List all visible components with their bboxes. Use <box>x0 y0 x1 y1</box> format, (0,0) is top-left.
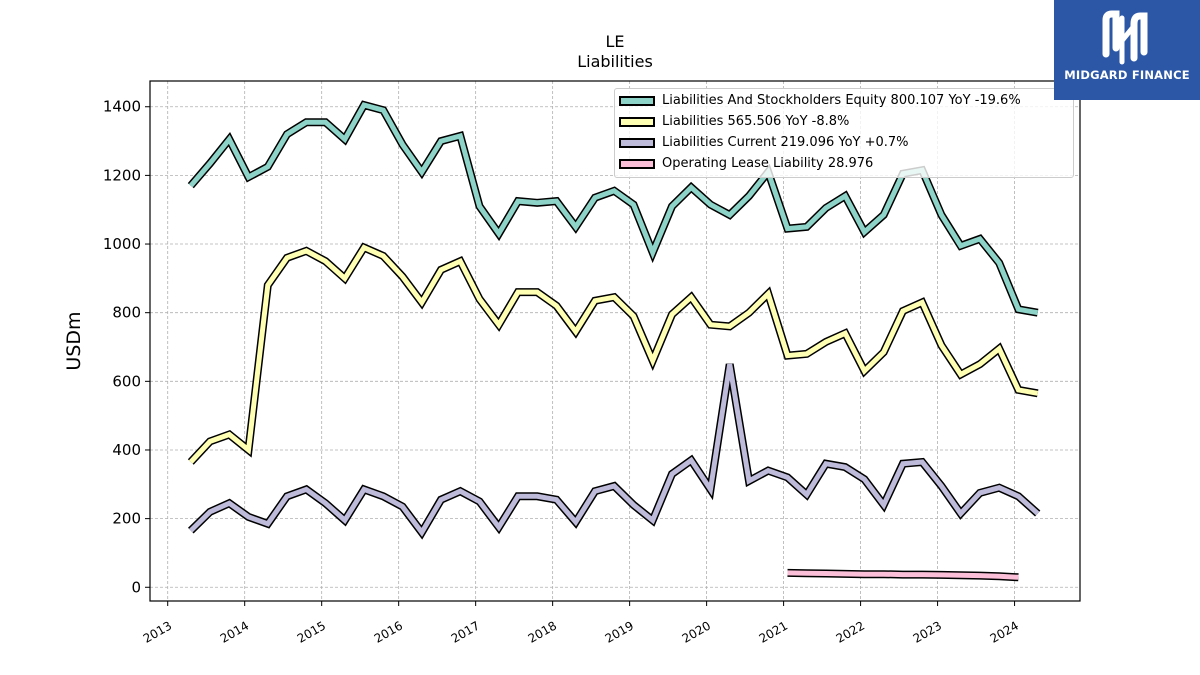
x-tick-label: 2017 <box>449 618 482 645</box>
legend-swatch <box>619 117 655 127</box>
x-tick-label: 2013 <box>141 618 174 645</box>
series-line <box>787 570 1019 580</box>
y-axis-ticks: 0 200 400 600 800 1000 1200 1400 <box>103 98 150 596</box>
series-line <box>189 363 1040 537</box>
legend-item: Operating Lease Liability 28.976 <box>615 154 1073 174</box>
legend-label: Operating Lease Liability 28.976 <box>662 156 874 171</box>
x-tick-label: 2018 <box>526 618 559 645</box>
y-tick-label: 800 <box>112 304 141 322</box>
y-axis-label: USDm <box>63 311 85 370</box>
brand-logo: MIDGARD FINANCE <box>1054 0 1200 100</box>
chart-subtitle: Liabilities <box>577 52 653 71</box>
legend-swatch <box>619 96 655 106</box>
plot-frame <box>149 80 1081 602</box>
x-tick-label: 2022 <box>834 618 867 645</box>
legend-label: Liabilities Current 219.096 YoY +0.7% <box>662 135 909 150</box>
x-tick-label: 2016 <box>372 618 405 645</box>
mf-logo-icon <box>1054 8 1200 66</box>
x-tick-label: 2020 <box>680 618 713 645</box>
legend-item: Liabilities Current 219.096 YoY +0.7% <box>615 133 1073 153</box>
legend-item: Liabilities And Stockholders Equity 800.… <box>615 91 1073 111</box>
chart-title: LE <box>605 32 625 51</box>
series-2 <box>188 363 1041 540</box>
series-outline <box>188 363 1041 540</box>
y-tick-label: 1400 <box>103 98 141 116</box>
series-0 <box>187 100 1039 317</box>
y-tick-label: 1000 <box>103 235 141 253</box>
y-tick-label: 600 <box>112 372 141 390</box>
legend-label: Liabilities And Stockholders Equity 800.… <box>662 93 1021 108</box>
x-tick-label: 2019 <box>603 618 636 645</box>
y-tick-label: 0 <box>131 578 141 596</box>
y-tick-label: 1200 <box>103 166 141 184</box>
x-tick-label: 2021 <box>757 618 790 645</box>
legend-swatch <box>619 159 655 169</box>
x-tick-label: 2014 <box>218 618 251 645</box>
series-1 <box>187 242 1039 465</box>
legend-item: Liabilities 565.506 YoY -8.8% <box>615 112 1073 132</box>
series-line <box>188 244 1039 464</box>
x-tick-label: 2024 <box>988 618 1021 645</box>
series-lines <box>187 100 1041 582</box>
legend-swatch <box>619 138 655 148</box>
series-3 <box>787 568 1019 582</box>
y-tick-label: 200 <box>112 510 141 528</box>
x-tick-label: 2023 <box>911 618 944 645</box>
series-line <box>188 102 1039 316</box>
series-outline <box>187 242 1039 465</box>
brand-name: MIDGARD FINANCE <box>1064 68 1190 82</box>
legend-label: Liabilities 565.506 YoY -8.8% <box>662 114 850 129</box>
chart-legend: Liabilities And Stockholders Equity 800.… <box>614 88 1074 178</box>
x-tick-label: 2015 <box>295 618 328 645</box>
x-axis-ticks: 2013 2014 2015 2016 2017 2018 2019 2020 2021 2022… <box>141 601 1021 646</box>
y-tick-label: 400 <box>112 441 141 459</box>
